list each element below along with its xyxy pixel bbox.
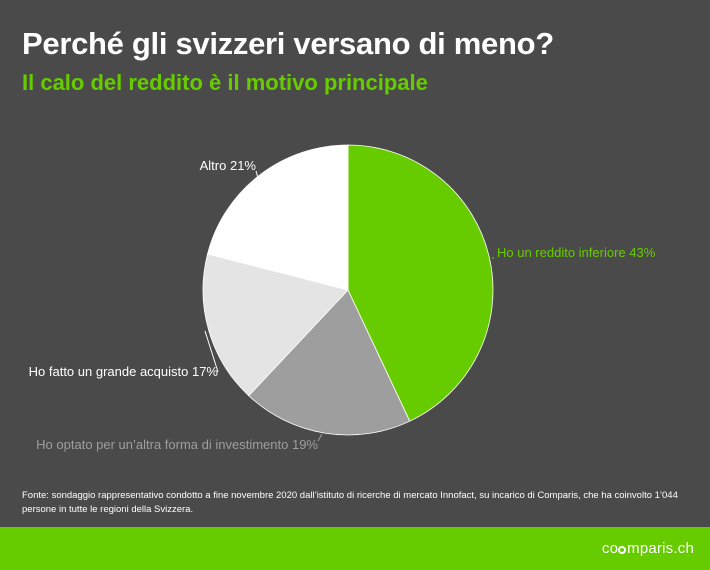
leader-line-2 xyxy=(317,433,323,442)
comparis-logo: co mparis.ch xyxy=(601,540,694,557)
leader-line-3 xyxy=(204,330,219,373)
slice-label-1: Ho un reddito inferiore 43% xyxy=(497,245,656,260)
chart-subtitle: Il calo del reddito è il motivo principa… xyxy=(22,70,428,95)
chart-title: Perché gli svizzeri versano di meno? xyxy=(22,26,554,61)
brand-bar: co mparis.ch xyxy=(0,527,710,570)
slice-label-3: Ho fatto un grande acquisto 17% xyxy=(29,364,219,379)
slice-label-4: Altro 21% xyxy=(200,158,257,173)
pie-slice-2 xyxy=(248,289,411,436)
pie-slice-3 xyxy=(202,253,349,397)
slice-label-2: Ho optato per un’altra forma di investim… xyxy=(36,437,318,452)
pie-chart: Ho un reddito inferiore 43% Ho optato per… xyxy=(29,144,656,452)
leader-line-4 xyxy=(255,170,259,179)
source-footnote: Fonte: sondaggio rappresentativo condott… xyxy=(22,490,678,515)
logo-text: mparis.ch xyxy=(627,540,694,557)
pie-slice-1 xyxy=(347,144,494,422)
logo-dot-icon xyxy=(618,546,627,554)
pie-slice-4 xyxy=(207,144,349,291)
